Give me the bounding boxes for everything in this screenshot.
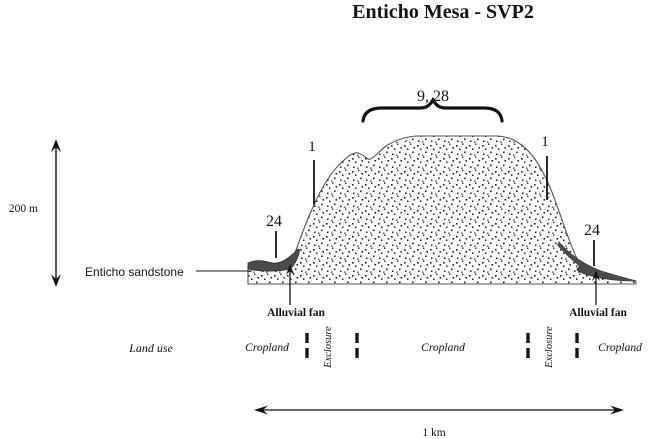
land-use-cropland-right: Cropland (598, 342, 642, 354)
land-use-cropland-left: Cropland (245, 342, 289, 354)
fan-right-sample: 24 (584, 222, 600, 266)
vertical-scale-arrow (51, 139, 61, 287)
sandstone-label: Enticho sandstone (85, 265, 184, 279)
fan-right-callout (592, 270, 600, 305)
alluvial-fan-left (247, 248, 300, 272)
fan-left-callout-label: Alluvial fan (267, 307, 325, 319)
summit-sample-label: 9, 28 (417, 88, 449, 105)
land-use-exclosure-left: Exclosure (323, 326, 334, 369)
land-use-cropland-middle: Cropland (421, 342, 465, 354)
upper-right-sample-label: 1 (541, 134, 549, 150)
upper-right-sample: 1 (541, 134, 549, 200)
figure-title: Enticho Mesa - SVP2 (352, 1, 534, 23)
fan-left-callout (286, 264, 294, 305)
horizontal-scale-arrow (254, 405, 624, 415)
mesa-cross-section (247, 135, 637, 285)
land-use-row-label: Land use (128, 341, 173, 355)
horizontal-scale-label: 1 km (422, 427, 445, 439)
vertical-scale-label: 200 m (9, 203, 38, 215)
land-use-exclosure-right: Exclosure (544, 326, 555, 369)
fan-left-sample-label: 24 (266, 213, 282, 230)
upper-left-sample-label: 1 (308, 139, 316, 155)
upper-left-sample: 1 (308, 139, 316, 205)
sandstone-body (247, 135, 637, 285)
summit-brace (361, 96, 504, 123)
fan-right-sample-label: 24 (584, 222, 600, 239)
fan-left-sample: 24 (266, 213, 282, 258)
fan-right-callout-label: Alluvial fan (569, 307, 627, 319)
